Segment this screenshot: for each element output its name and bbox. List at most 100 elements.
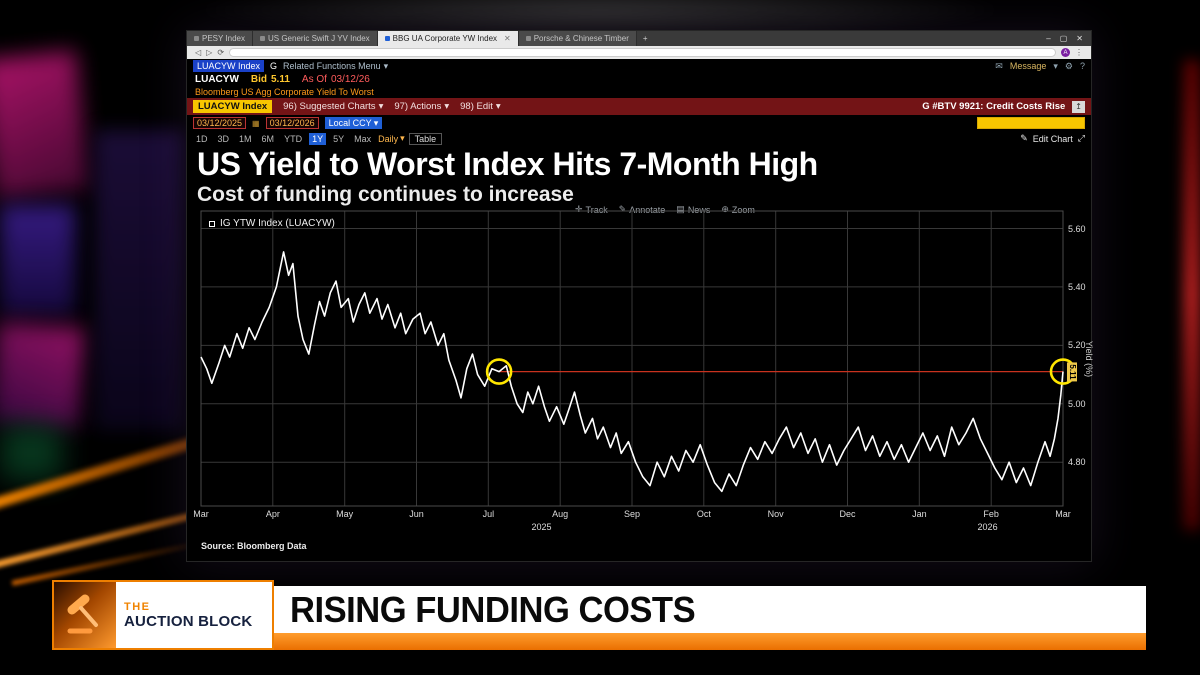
gear-icon[interactable]: ⚙ (1064, 60, 1073, 71)
currency-select[interactable]: Local CCY ▾ (324, 117, 383, 129)
date-to-input[interactable]: 03/12/2026 (265, 117, 319, 129)
favicon (194, 36, 199, 41)
export-icon[interactable]: ↥ (1072, 100, 1085, 113)
period-5y[interactable]: 5Y (333, 133, 345, 144)
show-kicker: THE (124, 600, 151, 613)
back-icon[interactable]: ◁ (195, 48, 202, 57)
chart-plot[interactable] (200, 210, 1077, 507)
legend-swatch (209, 220, 215, 227)
date-from-input[interactable]: 03/12/2025 (193, 117, 247, 129)
minimize-icon[interactable]: – (1046, 34, 1051, 43)
period-1m[interactable]: 1M (239, 133, 252, 144)
calendar-icon[interactable]: ▦ (252, 118, 260, 128)
source-note: Source: Bloomberg Data (201, 541, 307, 551)
tool-label: Annotate (629, 204, 666, 215)
show-logo-box: THE AUCTION BLOCK (52, 580, 274, 650)
period-ytd[interactable]: YTD (284, 133, 303, 144)
terminal-screen: PESY Index US Generic Swift J YV Index B… (186, 30, 1094, 562)
table-button[interactable]: Table (408, 132, 443, 145)
zoom-icon: ⊕ (721, 204, 729, 214)
message-label[interactable]: Message (1009, 61, 1047, 71)
menu-actions[interactable]: 97) Actions ▾ (394, 101, 449, 112)
tool-label: News (687, 204, 711, 215)
security-chip[interactable]: LUACYW Index (193, 100, 273, 113)
gavel-image (54, 582, 116, 648)
x-tick-label: Jan (912, 509, 927, 519)
headline-bar: RISING FUNDING COSTS (274, 586, 1146, 633)
chevron-down-icon: ▾ (495, 101, 501, 112)
x-tick-label: Apr (265, 509, 280, 519)
zoom-button[interactable]: ⊕ Zoom (721, 204, 755, 215)
studio-screen-glow (0, 50, 91, 200)
period-1y-active[interactable]: 1Y (309, 132, 327, 145)
studio-screen-glow (95, 130, 183, 430)
chevron-down-icon: ▾ (444, 101, 450, 112)
chevron-down-icon: ▾ (400, 133, 405, 143)
track-button[interactable]: ✛ Track (575, 204, 608, 215)
x-year-label: 2026 (977, 522, 998, 532)
close-icon[interactable]: ✕ (1076, 34, 1083, 43)
tab-close-icon[interactable]: ✕ (504, 34, 511, 43)
x-tick-label: Mar (1055, 509, 1071, 519)
menu-suggested-charts[interactable]: 96) Suggested Charts ▾ (283, 101, 383, 112)
news-button[interactable]: ▤ News (676, 204, 710, 215)
expand-icon[interactable]: ⤢ (1077, 133, 1085, 143)
y-tick-label: 5.40 (1068, 281, 1086, 292)
tab-label: US Generic Swift J YV Index (268, 34, 370, 43)
edit-chart-button[interactable]: Edit Chart (1032, 133, 1073, 144)
btv-headline: G #BTV 9921: Credit Costs Rise (922, 101, 1066, 112)
y-tick-label: 4.80 (1068, 457, 1086, 468)
x-axis: Mar Apr May Jun Jul Aug Sep Oct Nov Dec Jan Feb Mar 2… (193, 509, 1071, 535)
y-axis: 5.11 Yield (%) 4.80 5.00 5.20 5.40 5.60 (1067, 211, 1094, 506)
x-year-label: 2025 (531, 522, 552, 532)
mail-icon[interactable]: ✉ (995, 60, 1003, 71)
tab-label: PESY Index (202, 34, 245, 43)
ticker: LUACYW (195, 74, 239, 85)
x-tick-label: May (336, 509, 354, 519)
terminal-command-line[interactable]: LUACYW Index G Related Functions Menu ▾ … (187, 59, 1091, 73)
annotate-button[interactable]: ✎ Annotate (619, 204, 666, 215)
studio-screen-glow (0, 425, 62, 480)
menu-edit[interactable]: 98) Edit ▾ (460, 101, 501, 112)
menu-item-label: 97) Actions (394, 101, 442, 112)
related-functions-menu[interactable]: Related Functions Menu ▾ (283, 61, 388, 72)
browser-tab-strip: PESY Index US Generic Swift J YV Index B… (187, 31, 1091, 46)
help-icon[interactable]: ? (1079, 61, 1085, 71)
y-tick-label: 5.20 (1068, 340, 1086, 351)
refresh-icon[interactable]: ⟳ (217, 48, 225, 57)
browser-menu-icon[interactable]: ⋮ (1075, 48, 1083, 57)
browser-tab[interactable]: US Generic Swift J YV Index (253, 31, 378, 46)
forward-icon[interactable]: ▷ (206, 48, 213, 57)
terminal-top-icons: ✉ Message ▾ ⚙ ? (995, 61, 1085, 72)
new-tab-button[interactable]: + (642, 34, 648, 43)
period-6m[interactable]: 6M (261, 133, 275, 144)
favicon (525, 36, 531, 41)
chart-title: US Yield to Worst Index Hits 7-Month Hig… (197, 146, 818, 182)
browser-tab[interactable]: PESY Index (187, 31, 253, 46)
period-3d[interactable]: 3D (217, 133, 230, 144)
browser-tab-active[interactable]: BBG UA Corporate YW Index ✕ (377, 31, 519, 46)
browser-tab[interactable]: Porsche & Chinese Timber (518, 31, 637, 46)
frequency-select[interactable]: Daily ▾ (378, 133, 405, 144)
chevron-down-icon[interactable]: ▾ (1053, 60, 1058, 71)
period-bar-right: ✎ Edit Chart ⤢ (1020, 133, 1085, 144)
command-hotkey: G (270, 61, 278, 71)
chart-area: US Yield to Worst Index Hits 7-Month Hig… (187, 146, 1094, 561)
x-tick-label: Dec (839, 509, 856, 519)
maximize-icon[interactable]: ▢ (1059, 34, 1068, 43)
command-security[interactable]: LUACYW Index (193, 60, 265, 72)
asof-label: As Of (301, 74, 327, 85)
tab-label: Porsche & Chinese Timber (533, 34, 629, 43)
studio-edge-glow (1184, 60, 1200, 530)
x-tick-label: Aug (552, 509, 569, 519)
highlighted-field[interactable] (977, 117, 1085, 129)
browser-address-bar: ◁ ▷ ⟳ A ⋮ (187, 46, 1091, 59)
url-field[interactable] (229, 48, 1056, 57)
pencil-icon[interactable]: ✎ (1020, 133, 1028, 143)
last-value-tag: 5.11 (1067, 362, 1077, 382)
studio-screen-glow (0, 205, 75, 315)
profile-avatar[interactable]: A (1061, 48, 1070, 57)
period-1d[interactable]: 1D (196, 133, 208, 144)
period-max[interactable]: Max (354, 133, 372, 144)
